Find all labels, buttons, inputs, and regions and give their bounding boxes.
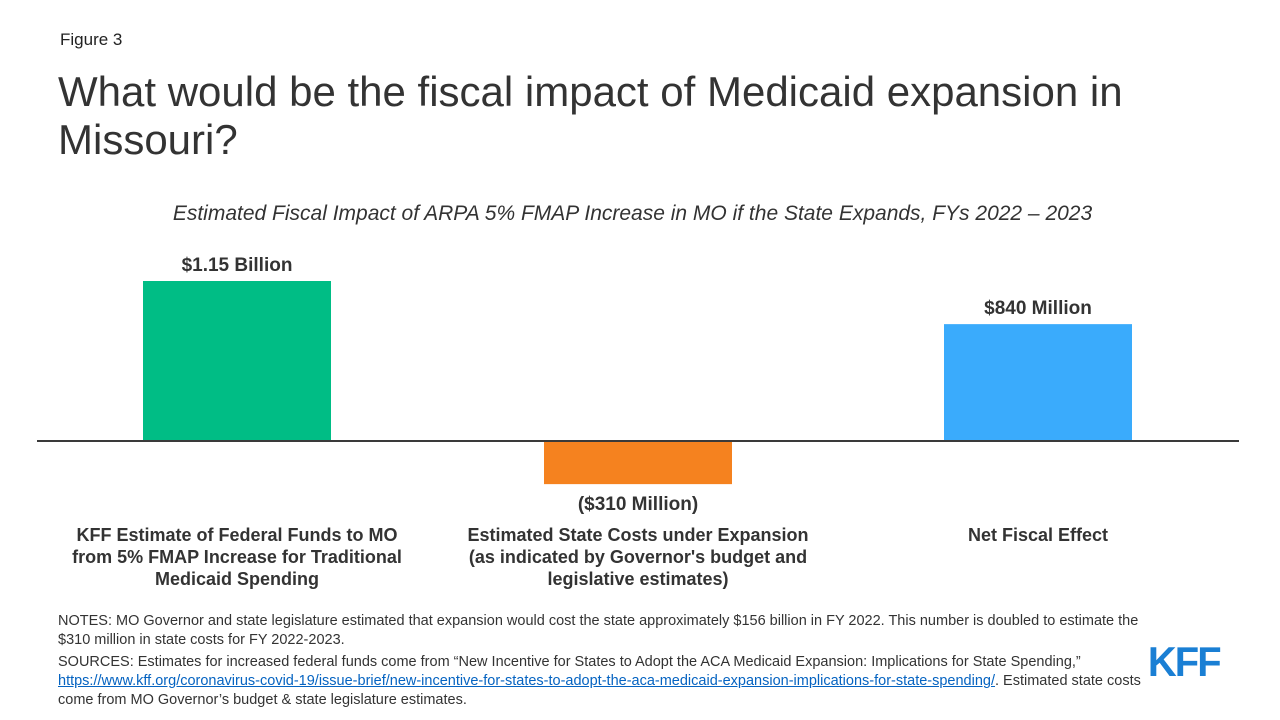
sources-prefix: SOURCES: Estimates for increased federal… <box>58 654 1081 670</box>
data-label: $1.15 Billion <box>182 255 293 276</box>
sources-suffix: . Estimated state costs come from MO Gov… <box>58 673 1141 708</box>
chart-title: Estimated Fiscal Impact of ARPA 5% FMAP … <box>172 202 1093 225</box>
bar <box>143 281 331 441</box>
page-title: What would be the fiscal impact of Medic… <box>58 68 1123 163</box>
data-label: $840 Million <box>984 298 1092 319</box>
category-label: KFF Estimate of Federal Funds to MO from… <box>72 525 402 589</box>
source-link[interactable]: https://www.kff.org/coronavirus-covid-19… <box>58 673 995 689</box>
data-label: ($310 Million) <box>578 494 698 515</box>
bar <box>944 324 1132 441</box>
category-label: Estimated State Costs under Expansion (a… <box>467 525 809 589</box>
sources-text: SOURCES: Estimates for increased federal… <box>58 653 1148 710</box>
notes-text: NOTES: MO Governor and state legislature… <box>58 613 1139 648</box>
figure-label: Figure 3 <box>60 30 123 49</box>
category-label: Net Fiscal Effect <box>967 525 1109 545</box>
footnotes: NOTES: MO Governor and state legislature… <box>58 612 1148 713</box>
bar <box>544 441 732 485</box>
kff-logo: KFF <box>1147 638 1222 685</box>
